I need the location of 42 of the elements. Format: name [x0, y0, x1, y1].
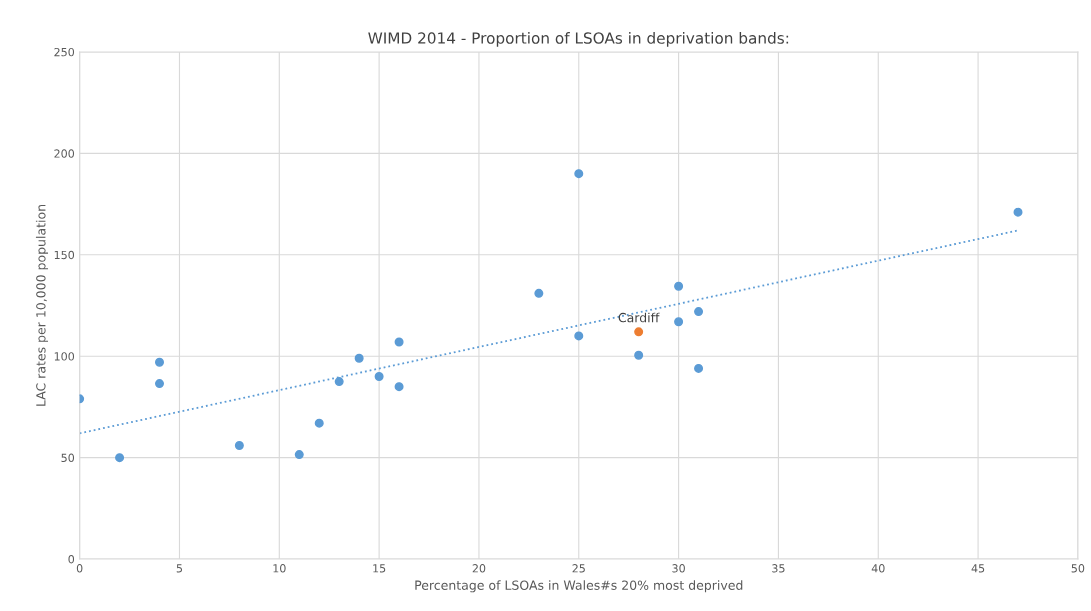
point — [314, 418, 324, 428]
point — [374, 371, 384, 381]
y-tick-label: 200 — [54, 149, 75, 158]
point — [294, 450, 304, 460]
point — [574, 169, 584, 179]
x-tick-label: 5 — [176, 564, 183, 573]
point — [155, 357, 165, 367]
x-tick-label: 25 — [572, 564, 585, 573]
point — [634, 350, 644, 360]
x-tick-label: 20 — [472, 564, 486, 573]
point — [155, 379, 165, 389]
chart-title: WIMD 2014 - Proportion of LSOAs in deprivation bands: — [368, 31, 789, 47]
point — [394, 337, 404, 347]
point — [694, 363, 704, 373]
x-tick-label: 45 — [971, 564, 985, 573]
point — [694, 307, 704, 317]
y-tick-label: 50 — [61, 453, 75, 463]
y-tick-label: 250 — [54, 47, 75, 57]
point — [334, 377, 344, 387]
point — [234, 440, 244, 450]
x-tick-label: 0 — [76, 564, 83, 573]
point — [674, 317, 684, 327]
annotation: Cardiff — [618, 312, 660, 323]
x-tick-label: 10 — [273, 564, 286, 573]
point — [634, 327, 644, 337]
point — [534, 288, 544, 298]
point — [674, 281, 684, 291]
point — [354, 353, 364, 363]
x-tick-label: 50 — [1071, 564, 1085, 573]
y-tick-label: 150 — [54, 250, 75, 260]
point — [115, 453, 125, 463]
y-tick-label: 100 — [54, 352, 75, 361]
x-tick-label: 30 — [672, 564, 685, 573]
point — [1013, 207, 1023, 217]
x-tick-label: 35 — [772, 564, 785, 573]
y-tick-label: 0 — [68, 555, 75, 564]
y-axis-title: LAC rates per 10,000 population — [35, 205, 49, 406]
point — [394, 382, 404, 392]
x-tick-label: 40 — [871, 564, 885, 573]
x-axis-title: Percentage of LSOAs in Wales#s 20% most deprived — [415, 580, 743, 593]
x-tick-label: 15 — [373, 564, 386, 573]
point — [574, 331, 584, 341]
